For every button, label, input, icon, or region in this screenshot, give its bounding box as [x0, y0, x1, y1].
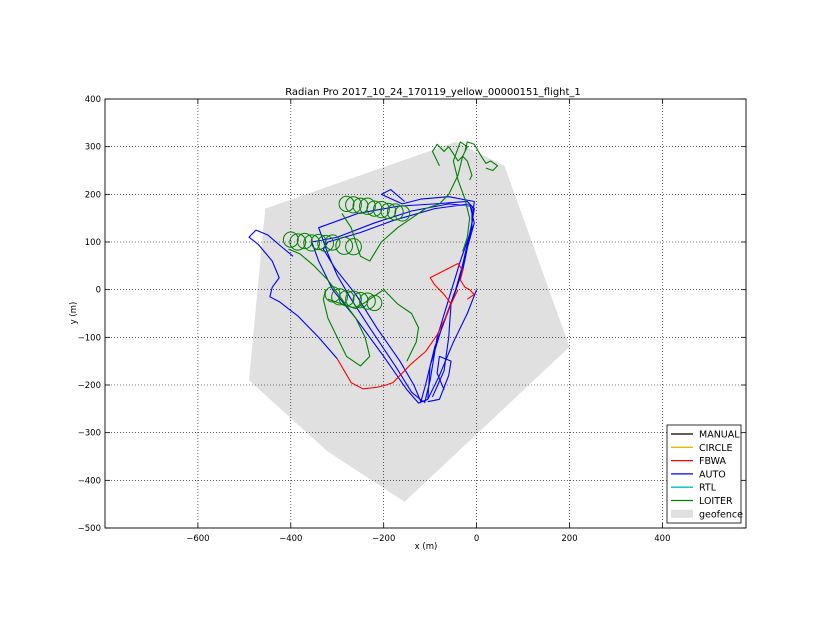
- y-tick-label: −400: [78, 476, 101, 486]
- x-axis-label: x (m): [415, 542, 438, 552]
- legend-label-circle: CIRCLE: [699, 443, 733, 454]
- legend-label-rtl: RTL: [699, 483, 717, 494]
- legend-label-geofence: geofence: [699, 509, 743, 520]
- y-tick-label: −200: [78, 381, 101, 391]
- series-loiter-loop: [345, 290, 362, 308]
- series-loiter-path: [341, 141, 471, 262]
- geofence-area: [248, 141, 570, 502]
- y-tick-label: 100: [85, 238, 101, 248]
- legend-swatch-geofence: [671, 509, 693, 518]
- x-tick-label: 0: [474, 534, 479, 544]
- x-tick-label: 200: [561, 534, 577, 544]
- legend-label-manual: MANUAL: [699, 430, 740, 441]
- y-axis-label: y (m): [69, 302, 79, 325]
- legend-label-fbwa: FBWA: [699, 456, 727, 467]
- series-loiter-loop: [335, 236, 354, 255]
- series-loiter-loop: [359, 292, 376, 310]
- series-loiter-loop: [338, 195, 355, 212]
- series-loiter-loop: [372, 200, 390, 219]
- series-auto-path: [380, 189, 475, 398]
- legend: MANUAL CIRCLE FBWA AUTO RTL LOITER geofence: [666, 424, 743, 524]
- series-fbwa-path: [336, 289, 459, 390]
- series-loiter-loop: [303, 234, 321, 252]
- series-loiter-loop: [310, 233, 327, 251]
- series-loiter-loop: [380, 202, 397, 220]
- y-tick-label: 200: [85, 190, 101, 200]
- series-auto-path: [248, 229, 338, 360]
- y-tick-label: 300: [85, 143, 101, 153]
- y-tick-label: −500: [78, 524, 101, 534]
- series-loiter-loop: [394, 205, 411, 222]
- chart-title: Radian Pro 2017_10_24_170119_yellow_0000…: [285, 87, 581, 98]
- x-tick-label: −200: [372, 534, 395, 544]
- x-tick-label: −600: [186, 534, 209, 544]
- series-loiter-loop: [386, 203, 404, 221]
- series-loiter-loop: [338, 290, 355, 307]
- series-loiter-path: [288, 248, 371, 367]
- x-tick-label: 400: [654, 534, 670, 544]
- series-loiter-loop: [317, 234, 335, 253]
- series-loiter-loop: [366, 200, 383, 217]
- y-tick-label: −100: [78, 333, 101, 343]
- series-loiter-loop: [296, 232, 313, 250]
- x-tick-label: −400: [279, 534, 302, 544]
- series-loiter-loop: [282, 231, 299, 248]
- legend-label-loiter: LOITER: [699, 496, 733, 507]
- series-fbwa-path: [429, 262, 475, 305]
- series-loiter-path: [431, 143, 473, 181]
- series-loiter-loop: [345, 238, 362, 256]
- y-tick-label: 400: [85, 95, 101, 105]
- legend-label-auto: AUTO: [699, 469, 726, 480]
- series-loiter-path: [464, 141, 499, 172]
- series-loiter-loop: [324, 234, 341, 251]
- y-tick-label: 0: [96, 286, 101, 296]
- series-auto-path: [311, 200, 478, 404]
- series-loiter-loop: [331, 288, 348, 306]
- series-loiter-loop: [289, 233, 307, 251]
- series-loiter-loop: [345, 196, 362, 214]
- plot-area: −600 −400 −200 0 200 400 400 300 200 100 0 −100 −200…: [78, 95, 747, 544]
- series-loiter-loop: [366, 294, 383, 312]
- y-tick-label: −300: [78, 429, 101, 439]
- series-loiter-loop: [359, 197, 376, 215]
- series-auto-path: [427, 355, 452, 403]
- plot-frame: [104, 98, 747, 529]
